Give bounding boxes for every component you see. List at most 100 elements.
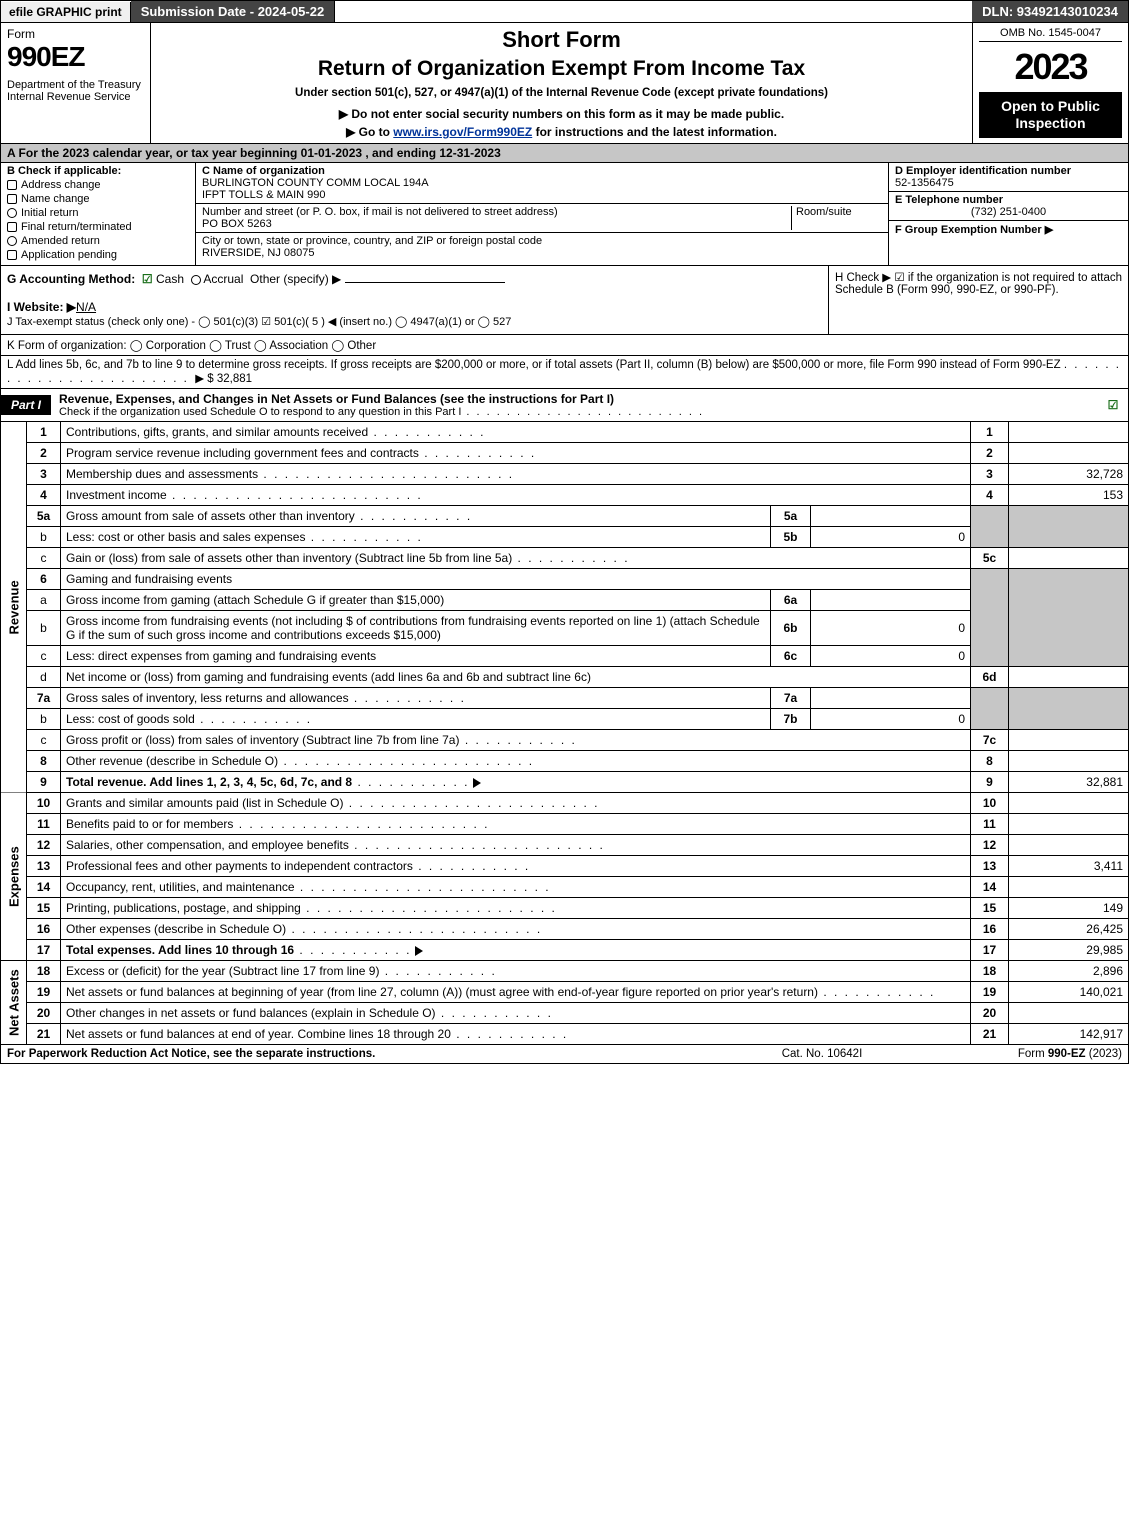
- submission-date: Submission Date - 2024-05-22: [131, 1, 336, 22]
- line-5c-rn: 5c: [971, 548, 1009, 569]
- line-18-desc: Excess or (deficit) for the year (Subtra…: [66, 964, 379, 978]
- line-16-rn: 16: [971, 919, 1009, 940]
- line-14-rn: 14: [971, 877, 1009, 898]
- line-9-desc: Total revenue. Add lines 1, 2, 3, 4, 5c,…: [66, 775, 352, 789]
- col-b-item-2: Initial return: [21, 207, 78, 219]
- line-7c-num: c: [27, 730, 61, 751]
- line-4-rn: 4: [971, 485, 1009, 506]
- line-1-num: 1: [27, 422, 61, 443]
- line-6d-desc: Net income or (loss) from gaming and fun…: [61, 667, 971, 688]
- dept-label: Department of the Treasury Internal Reve…: [7, 79, 144, 103]
- row-j: J Tax-exempt status (check only one) - ◯…: [7, 316, 511, 328]
- line-12-num: 12: [27, 835, 61, 856]
- accounting-method: G Accounting Method: ☑ Cash Accrual Othe…: [1, 266, 828, 334]
- line-19-num: 19: [27, 982, 61, 1003]
- efile-print-button[interactable]: efile GRAPHIC print: [1, 2, 131, 22]
- ein-value: 52-1356475: [895, 177, 954, 189]
- line-7b-minilbl: 7b: [771, 709, 811, 730]
- g-accrual: Accrual: [203, 272, 243, 286]
- line-6-num: 6: [27, 569, 61, 590]
- line-10-amt: [1009, 793, 1129, 814]
- part-i-tab: Part I: [1, 395, 51, 415]
- line-6c-num: c: [27, 646, 61, 667]
- line-3-num: 3: [27, 464, 61, 485]
- line-7c-amt: [1009, 730, 1129, 751]
- row-l: L Add lines 5b, 6c, and 7b to line 9 to …: [0, 356, 1129, 389]
- line-6c-minilbl: 6c: [771, 646, 811, 667]
- org-name-2: IFPT TOLLS & MAIN 990: [202, 189, 326, 201]
- row-l-amount: ▶ $ 32,881: [195, 373, 252, 385]
- line-20-num: 20: [27, 1003, 61, 1024]
- line-2-num: 2: [27, 443, 61, 464]
- line-17-amt: 29,985: [1009, 940, 1129, 961]
- city-label: City or town, state or province, country…: [202, 235, 542, 247]
- line-9-rn: 9: [971, 772, 1009, 793]
- tax-year: 2023: [979, 46, 1122, 88]
- line-2-amt: [1009, 443, 1129, 464]
- form-number: 990EZ: [7, 41, 144, 73]
- form-title: Return of Organization Exempt From Incom…: [159, 57, 964, 81]
- page-footer: For Paperwork Reduction Act Notice, see …: [0, 1045, 1129, 1064]
- checkbox-final-return[interactable]: [7, 222, 17, 232]
- line-13-desc: Professional fees and other payments to …: [66, 859, 413, 873]
- row-g-h: G Accounting Method: ☑ Cash Accrual Othe…: [0, 266, 1129, 335]
- line-7b-desc: Less: cost of goods sold: [66, 712, 195, 726]
- checkbox-accrual[interactable]: [191, 275, 201, 285]
- line-9-amt: 32,881: [1009, 772, 1129, 793]
- form-subtitle-1: Under section 501(c), 527, or 4947(a)(1)…: [159, 87, 964, 99]
- line-7a-num: 7a: [27, 688, 61, 709]
- short-form-label: Short Form: [159, 27, 964, 53]
- irs-link[interactable]: www.irs.gov/Form990EZ: [393, 125, 532, 139]
- line-19-rn: 19: [971, 982, 1009, 1003]
- line-5a-desc: Gross amount from sale of assets other t…: [66, 509, 355, 523]
- checkbox-initial-return[interactable]: [7, 208, 17, 218]
- line-16-amt: 26,425: [1009, 919, 1129, 940]
- line-5b-num: b: [27, 527, 61, 548]
- line-8-amt: [1009, 751, 1129, 772]
- form-header: Form 990EZ Department of the Treasury In…: [0, 23, 1129, 144]
- expenses-section-label: Expenses: [1, 793, 27, 961]
- col-c-name-label: C Name of organization: [202, 165, 325, 177]
- line-1-rn: 1: [971, 422, 1009, 443]
- col-b-item-5: Application pending: [21, 249, 117, 261]
- col-b-item-1: Name change: [21, 193, 90, 205]
- line-7c-rn: 7c: [971, 730, 1009, 751]
- form-word: Form: [7, 27, 144, 41]
- omb-number: OMB No. 1545-0047: [979, 27, 1122, 42]
- line-19-desc: Net assets or fund balances at beginning…: [66, 985, 818, 999]
- header-left: Form 990EZ Department of the Treasury In…: [1, 23, 151, 143]
- line-7c-desc: Gross profit or (loss) from sales of inv…: [66, 733, 459, 747]
- phone-value: (732) 251-0400: [895, 206, 1122, 218]
- line-7a-minival: [811, 688, 971, 709]
- line-5c-num: c: [27, 548, 61, 569]
- line-12-desc: Salaries, other compensation, and employ…: [66, 838, 349, 852]
- line-8-rn: 8: [971, 751, 1009, 772]
- line-6c-desc: Less: direct expenses from gaming and fu…: [66, 649, 376, 663]
- line-5a-minival: [811, 506, 971, 527]
- line-14-amt: [1009, 877, 1129, 898]
- line-2-desc: Program service revenue including govern…: [66, 446, 419, 460]
- room-suite-label: Room/suite: [792, 206, 882, 230]
- line-5c-desc: Gain or (loss) from sale of assets other…: [66, 551, 512, 565]
- line-1-amt: [1009, 422, 1129, 443]
- footer-left: For Paperwork Reduction Act Notice, see …: [7, 1048, 722, 1060]
- checkbox-amended-return[interactable]: [7, 236, 17, 246]
- line-5b-minilbl: 5b: [771, 527, 811, 548]
- line-7a-desc: Gross sales of inventory, less returns a…: [66, 691, 349, 705]
- checkbox-address-change[interactable]: [7, 180, 17, 190]
- line-17-desc: Total expenses. Add lines 10 through 16: [66, 943, 294, 957]
- form-subtitle-3: ▶ Go to www.irs.gov/Form990EZ for instru…: [159, 125, 964, 139]
- col-b-item-3: Final return/terminated: [21, 221, 132, 233]
- column-c: C Name of organization BURLINGTON COUNTY…: [196, 163, 888, 265]
- line-11-amt: [1009, 814, 1129, 835]
- phone-label: E Telephone number: [895, 194, 1003, 206]
- top-bar: efile GRAPHIC print Submission Date - 20…: [0, 0, 1129, 23]
- checkbox-name-change[interactable]: [7, 194, 17, 204]
- footer-right-bold: 990-EZ: [1048, 1048, 1086, 1060]
- checkbox-application-pending[interactable]: [7, 250, 17, 260]
- netassets-section-label: Net Assets: [1, 961, 27, 1045]
- line-20-desc: Other changes in net assets or fund bala…: [66, 1006, 436, 1020]
- line-15-num: 15: [27, 898, 61, 919]
- line-13-amt: 3,411: [1009, 856, 1129, 877]
- line-11-rn: 11: [971, 814, 1009, 835]
